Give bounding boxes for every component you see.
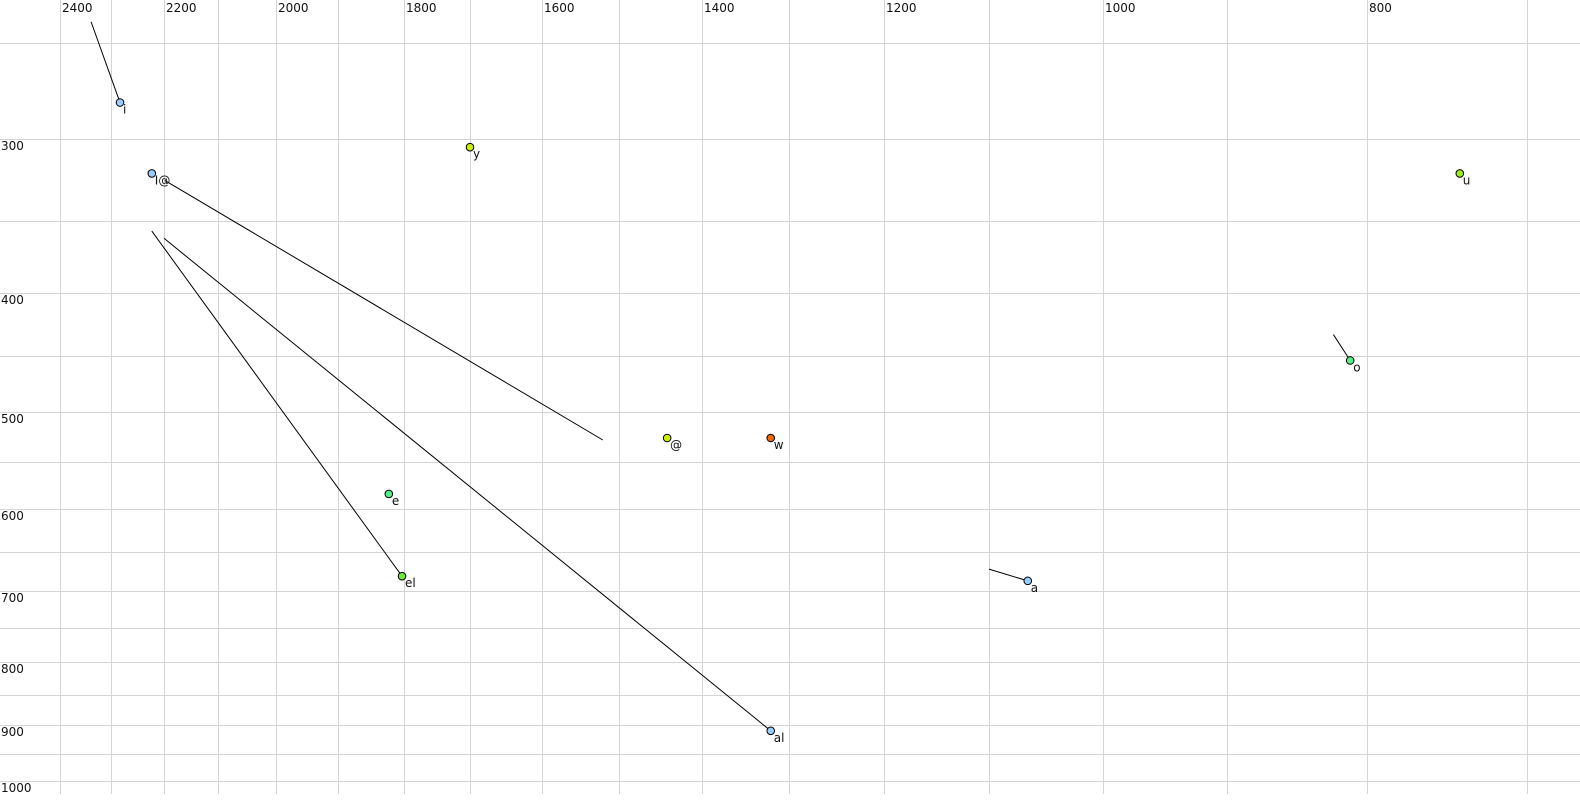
point-label: u <box>1463 173 1471 187</box>
x-tick-label: 1600 <box>544 1 575 15</box>
point-@ <box>662 433 672 443</box>
point-e <box>384 489 394 499</box>
x-tick-label: 2200 <box>166 1 197 15</box>
point-label: i <box>123 103 126 117</box>
point-label: al <box>774 731 785 745</box>
x-tick-label: 2000 <box>278 1 309 15</box>
trajectory-I@ <box>164 180 604 441</box>
y-tick-label: 600 <box>1 509 24 523</box>
tick-labels: 2400 2200 2000 1800 1600 1400 1200 1000 800 300 40… <box>1 1 1392 795</box>
x-tick-label: 1200 <box>886 1 917 15</box>
point-a <box>1023 576 1033 586</box>
y-tick-label: 800 <box>1 662 24 676</box>
point-i <box>115 98 125 107</box>
point-label: w <box>774 438 784 452</box>
y-tick-label: 400 <box>1 293 24 307</box>
y-tick-label: 900 <box>1 725 24 739</box>
y-tick-label: 700 <box>1 591 24 605</box>
points: i I@ y u o @ w e el al a <box>115 98 1471 745</box>
point-o <box>1345 356 1355 365</box>
point-y <box>465 142 475 152</box>
point-el <box>397 571 407 581</box>
x-tick-label: 1000 <box>1105 1 1136 15</box>
trajectory-a <box>988 568 1028 582</box>
point-label: o <box>1353 360 1360 374</box>
point-label: @ <box>670 438 682 452</box>
point-label: el <box>405 576 416 590</box>
point-label: I@ <box>155 173 171 187</box>
y-tick-label: 500 <box>1 412 24 426</box>
trajectories <box>90 21 1351 732</box>
point-I@ <box>147 169 157 178</box>
x-tick-label: 2400 <box>62 1 93 15</box>
point-al <box>766 726 776 736</box>
point-label: y <box>473 147 480 161</box>
point-label: a <box>1031 581 1038 595</box>
point-label: e <box>392 494 399 508</box>
x-tick-label: 1800 <box>406 1 437 15</box>
trajectory-el <box>151 230 403 577</box>
trajectory-o <box>1332 334 1351 361</box>
point-w <box>766 433 776 443</box>
trajectory-al <box>163 237 772 732</box>
y-tick-label: 1000 <box>1 781 32 795</box>
point-u <box>1455 169 1465 178</box>
x-tick-label: 800 <box>1369 1 1392 15</box>
x-tick-label: 1400 <box>704 1 735 15</box>
y-tick-label: 300 <box>1 139 24 153</box>
trajectory-i <box>90 21 121 103</box>
